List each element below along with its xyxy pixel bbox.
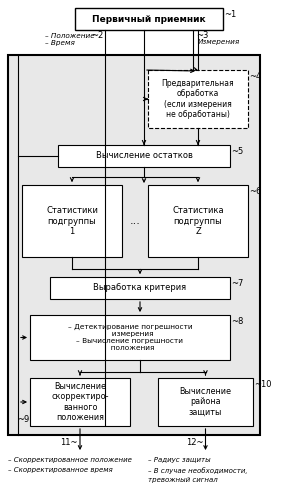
Text: – Скорректированное положение: – Скорректированное положение [8,457,132,463]
Text: Первичный приемник: Первичный приемник [92,14,206,23]
Text: ~7: ~7 [231,279,243,288]
Bar [22,185,122,257]
Bar [8,55,260,435]
Text: Вычисление
скорректиро-
ванного
положения: Вычисление скорректиро- ванного положени… [51,382,109,422]
Text: Статистики
подгруппы
1: Статистики подгруппы 1 [46,206,98,236]
Text: Вычисление
района
защиты: Вычисление района защиты [179,387,231,417]
Text: ...: ... [130,216,140,226]
Text: Измерения: Измерения [198,39,240,45]
Text: Вычисление остатков: Вычисление остатков [95,152,193,161]
Text: ~6: ~6 [249,187,261,196]
Text: 11~: 11~ [60,438,78,447]
Bar [30,315,230,360]
Bar [75,8,223,30]
Text: – Детектирование погрешности
  измерения
– Вычисление погрешности
  положения: – Детектирование погрешности измерения –… [68,324,192,351]
Bar [58,145,230,167]
Text: ~1: ~1 [224,10,236,19]
Text: Выработка критерия: Выработка критерия [93,283,187,292]
Text: ~2: ~2 [91,31,103,40]
Bar [148,70,248,128]
Text: ~4: ~4 [249,72,261,81]
Text: ~5: ~5 [231,147,243,156]
Text: 12~: 12~ [186,438,204,447]
Text: – Скорректированное время: – Скорректированное время [8,467,113,473]
Text: – Положение: – Положение [45,33,95,39]
Text: Статистика
подгруппы
Z: Статистика подгруппы Z [172,206,224,236]
Text: тревожный сигнал: тревожный сигнал [148,477,218,483]
Bar [50,277,230,299]
Bar [148,185,248,257]
Text: ~8: ~8 [231,317,243,326]
Text: – Время: – Время [45,40,75,46]
Bar [158,378,253,426]
Text: – Радиус защиты: – Радиус защиты [148,457,211,463]
Text: ~10: ~10 [254,380,272,389]
Text: ~9: ~9 [17,415,29,424]
Bar [30,378,130,426]
Text: ~3: ~3 [196,31,208,40]
Text: – В случае необходимости,: – В случае необходимости, [148,467,248,474]
Text: Предварительная
обработка
(если измерения
не обработаны): Предварительная обработка (если измерени… [162,79,234,119]
